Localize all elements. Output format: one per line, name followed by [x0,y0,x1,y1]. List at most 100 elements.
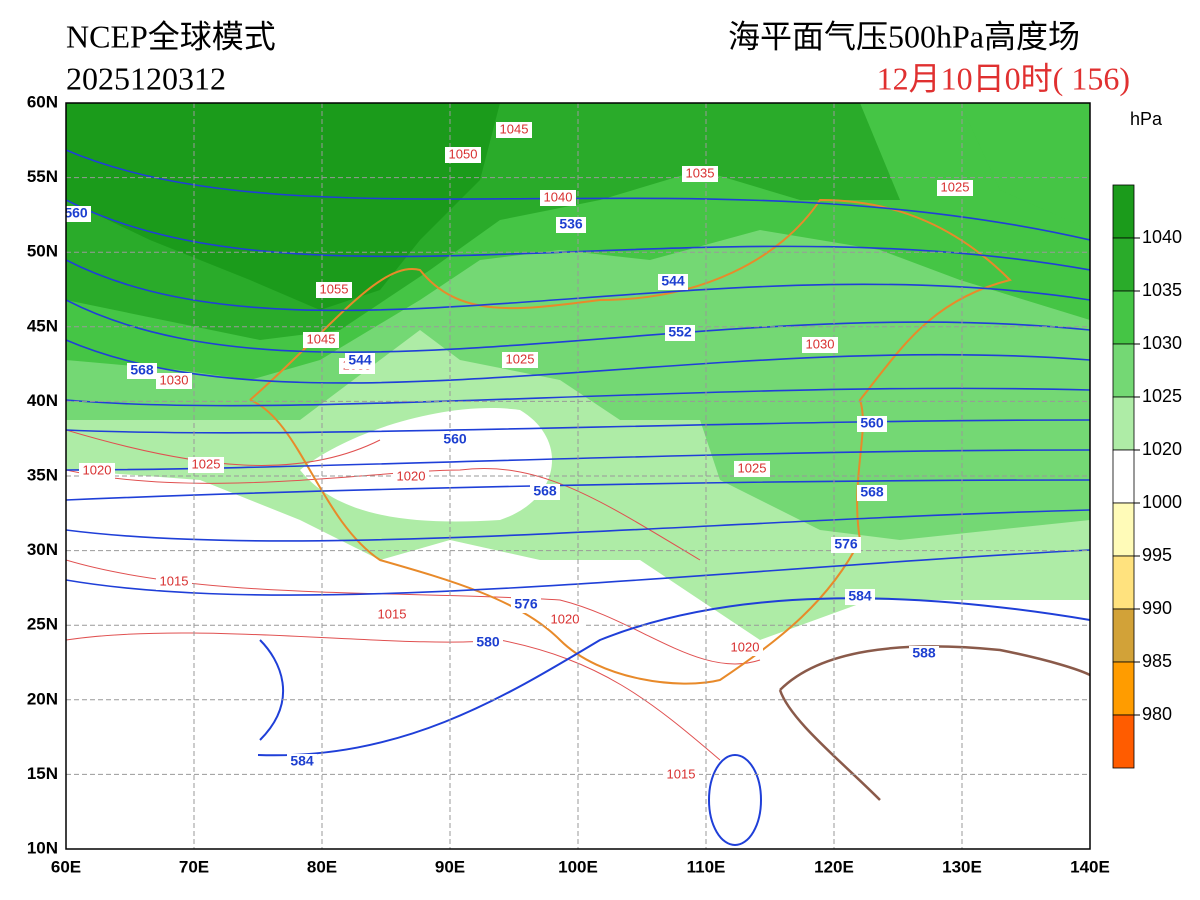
height-label: 580 [476,634,500,650]
label-box [188,457,224,473]
label-box [393,469,429,485]
height-label: 576 [834,536,858,552]
valid-time: 12月10日0时( 156) [877,60,1130,96]
map-area: 1045105010401035102510551045103510251030… [66,103,1090,849]
label-box [857,416,887,432]
height-label: 568 [130,362,154,378]
y-tick-label: 30N [27,540,58,559]
y-tick-label: 25N [27,615,58,634]
pressure-label: 1045 [500,121,529,136]
label-box [496,122,532,138]
colorbar-label: 980 [1142,704,1172,724]
colorbar-swatch [1112,290,1135,345]
colorbar-label: 995 [1142,545,1172,565]
height-label: 544 [661,273,685,289]
label-box [156,373,192,389]
height-label: 552 [668,324,692,340]
height-contours [66,149,1090,596]
pressure-label: 1015 [378,606,407,621]
label-box [530,484,560,500]
colorbar-swatch [1112,449,1135,504]
x-tick-label: 120E [814,857,854,876]
y-tick-label: 20N [27,689,58,708]
label-box [440,432,470,448]
pressure-label: 1040 [544,189,573,204]
height-contour [66,509,1090,542]
height-label: 568 [860,484,884,500]
title: 海平面气压500hPa高度场 [728,18,1080,54]
label-box [727,640,763,656]
x-tick-label: 60E [51,857,81,876]
pressure-label: 1035 [686,165,715,180]
height-contour [66,479,1090,501]
label-box [511,597,541,613]
pressure-label: 1020 [83,462,112,477]
label-box [831,537,861,553]
height-contour [66,387,1090,407]
height-contour [66,199,1090,271]
label-box [303,332,339,348]
pressure-label: 1020 [551,611,580,626]
height-label: 584 [848,588,872,604]
height-contour [66,149,1090,241]
label-box [547,612,583,628]
y-tick-label: 55N [27,167,58,186]
colorbar-label: 990 [1142,598,1172,618]
y-tick-label: 10N [27,838,58,857]
pressure-label: 1030 [160,372,189,387]
pressure-label: 1030 [806,336,835,351]
colorbar-label: 985 [1142,651,1172,671]
frame [65,102,1091,850]
colorbar-label: 1035 [1142,280,1182,300]
colorbar-label: 1025 [1142,386,1182,406]
x-tick-label: 130E [942,857,982,876]
height-588 [778,645,1090,801]
contour-labels: 1045105010401035102510551045103510251030… [66,121,973,783]
label-box [127,363,157,379]
label-box [658,274,688,290]
height-contour [66,449,1090,471]
y-tick-label: 60N [27,92,58,111]
pressure-label: 1055 [320,281,349,296]
label-box [682,166,718,182]
label-box [287,754,317,770]
x-tick-label: 70E [179,857,209,876]
pressure-label: 1020 [397,468,426,483]
height-label: 576 [514,596,538,612]
height-contour [66,339,1090,384]
height-contour [66,419,1090,434]
label-box [79,463,115,479]
y-tick-label: 40N [27,391,58,410]
label-box [937,180,973,196]
label-box [556,217,586,233]
y-tick-label: 50N [27,242,58,261]
colorbar-swatch [1112,237,1135,292]
height-contour [66,259,1090,312]
label-box [316,282,352,298]
height-label: 544 [348,352,372,368]
height-contour [66,299,1090,354]
label-box [845,589,875,605]
x-tick-label: 140E [1070,857,1110,876]
colorbar-unit: hPa [1130,109,1163,129]
label-box [802,337,838,353]
x-tick-label: 100E [558,857,598,876]
y-tick-label: 15N [27,764,58,783]
label-box [374,607,410,623]
pressure-label: 1025 [506,351,535,366]
height-label: 536 [559,216,583,232]
label-box [663,767,699,783]
x-tick-label: 110E [687,857,726,876]
fill-1030-east [960,103,1090,230]
pressure-label: 1025 [941,179,970,194]
model: NCEP全球模式 [66,18,276,54]
colorbar-swatch [1112,396,1135,451]
pressure-label: 1015 [667,766,696,781]
label-box [909,646,939,662]
x-tick-label: 90E [435,857,465,876]
label-box [473,635,503,651]
colorbar-swatch [1112,714,1135,769]
colorbar-label: 1020 [1142,439,1182,459]
